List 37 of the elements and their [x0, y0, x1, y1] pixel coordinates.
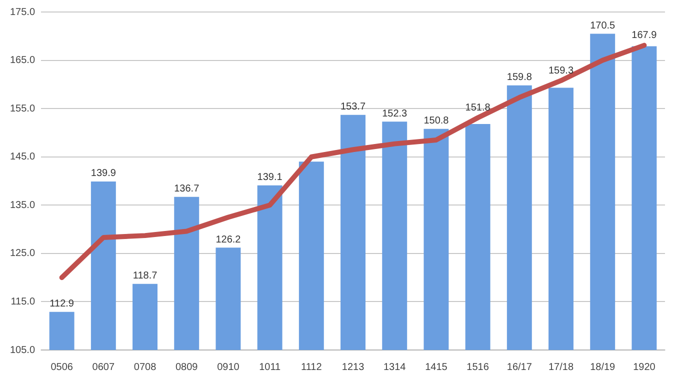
- y-tick-label: 105.0: [10, 344, 36, 356]
- data-label: 112.9: [50, 298, 74, 310]
- x-tick-label: 0708: [134, 362, 157, 373]
- data-label: 136.7: [174, 184, 200, 195]
- x-tick-label: 16/17: [506, 362, 532, 373]
- data-label: 118.7: [132, 270, 158, 282]
- x-tick-label: 1415: [425, 362, 448, 373]
- data-label: 153.7: [340, 102, 366, 113]
- data-label: 139.1: [257, 172, 283, 184]
- y-tick-label: 175.0: [10, 6, 36, 18]
- y-tick-label: 115.0: [10, 296, 36, 308]
- x-tick-label: 0910: [217, 362, 240, 373]
- data-label: 139.9: [90, 168, 116, 180]
- data-label: 159.3: [548, 65, 574, 76]
- y-tick-label: 145.0: [10, 152, 36, 163]
- x-tick-label: 0809: [175, 362, 198, 373]
- x-tick-label: 17/18: [548, 362, 574, 373]
- x-tick-label: 1112: [301, 362, 322, 373]
- y-tick-label: 165.0: [10, 55, 36, 66]
- y-tick-label: 135.0: [10, 200, 36, 211]
- x-tick-label: 1516: [466, 362, 490, 373]
- x-tick-label: 1314: [383, 362, 406, 373]
- y-tick-label: 155.0: [10, 103, 36, 114]
- data-label: 170.5: [590, 20, 616, 32]
- data-label: 167.9: [632, 30, 658, 42]
- x-tick-label: 0607: [92, 362, 115, 373]
- data-label: 152.3: [382, 108, 408, 120]
- x-tick-label: 18/19: [590, 362, 616, 373]
- data-label: 159.8: [506, 72, 532, 84]
- x-tick-label: 1011: [259, 362, 281, 373]
- x-tick-label: 0506: [50, 362, 74, 373]
- y-tick-label: 125.0: [10, 248, 36, 260]
- x-tick-label: 1213: [342, 362, 365, 373]
- data-label: 126.2: [216, 234, 242, 246]
- data-label: 150.8: [424, 116, 450, 127]
- x-tick-label: 1920: [633, 362, 656, 373]
- data-label: 151.8: [465, 102, 491, 114]
